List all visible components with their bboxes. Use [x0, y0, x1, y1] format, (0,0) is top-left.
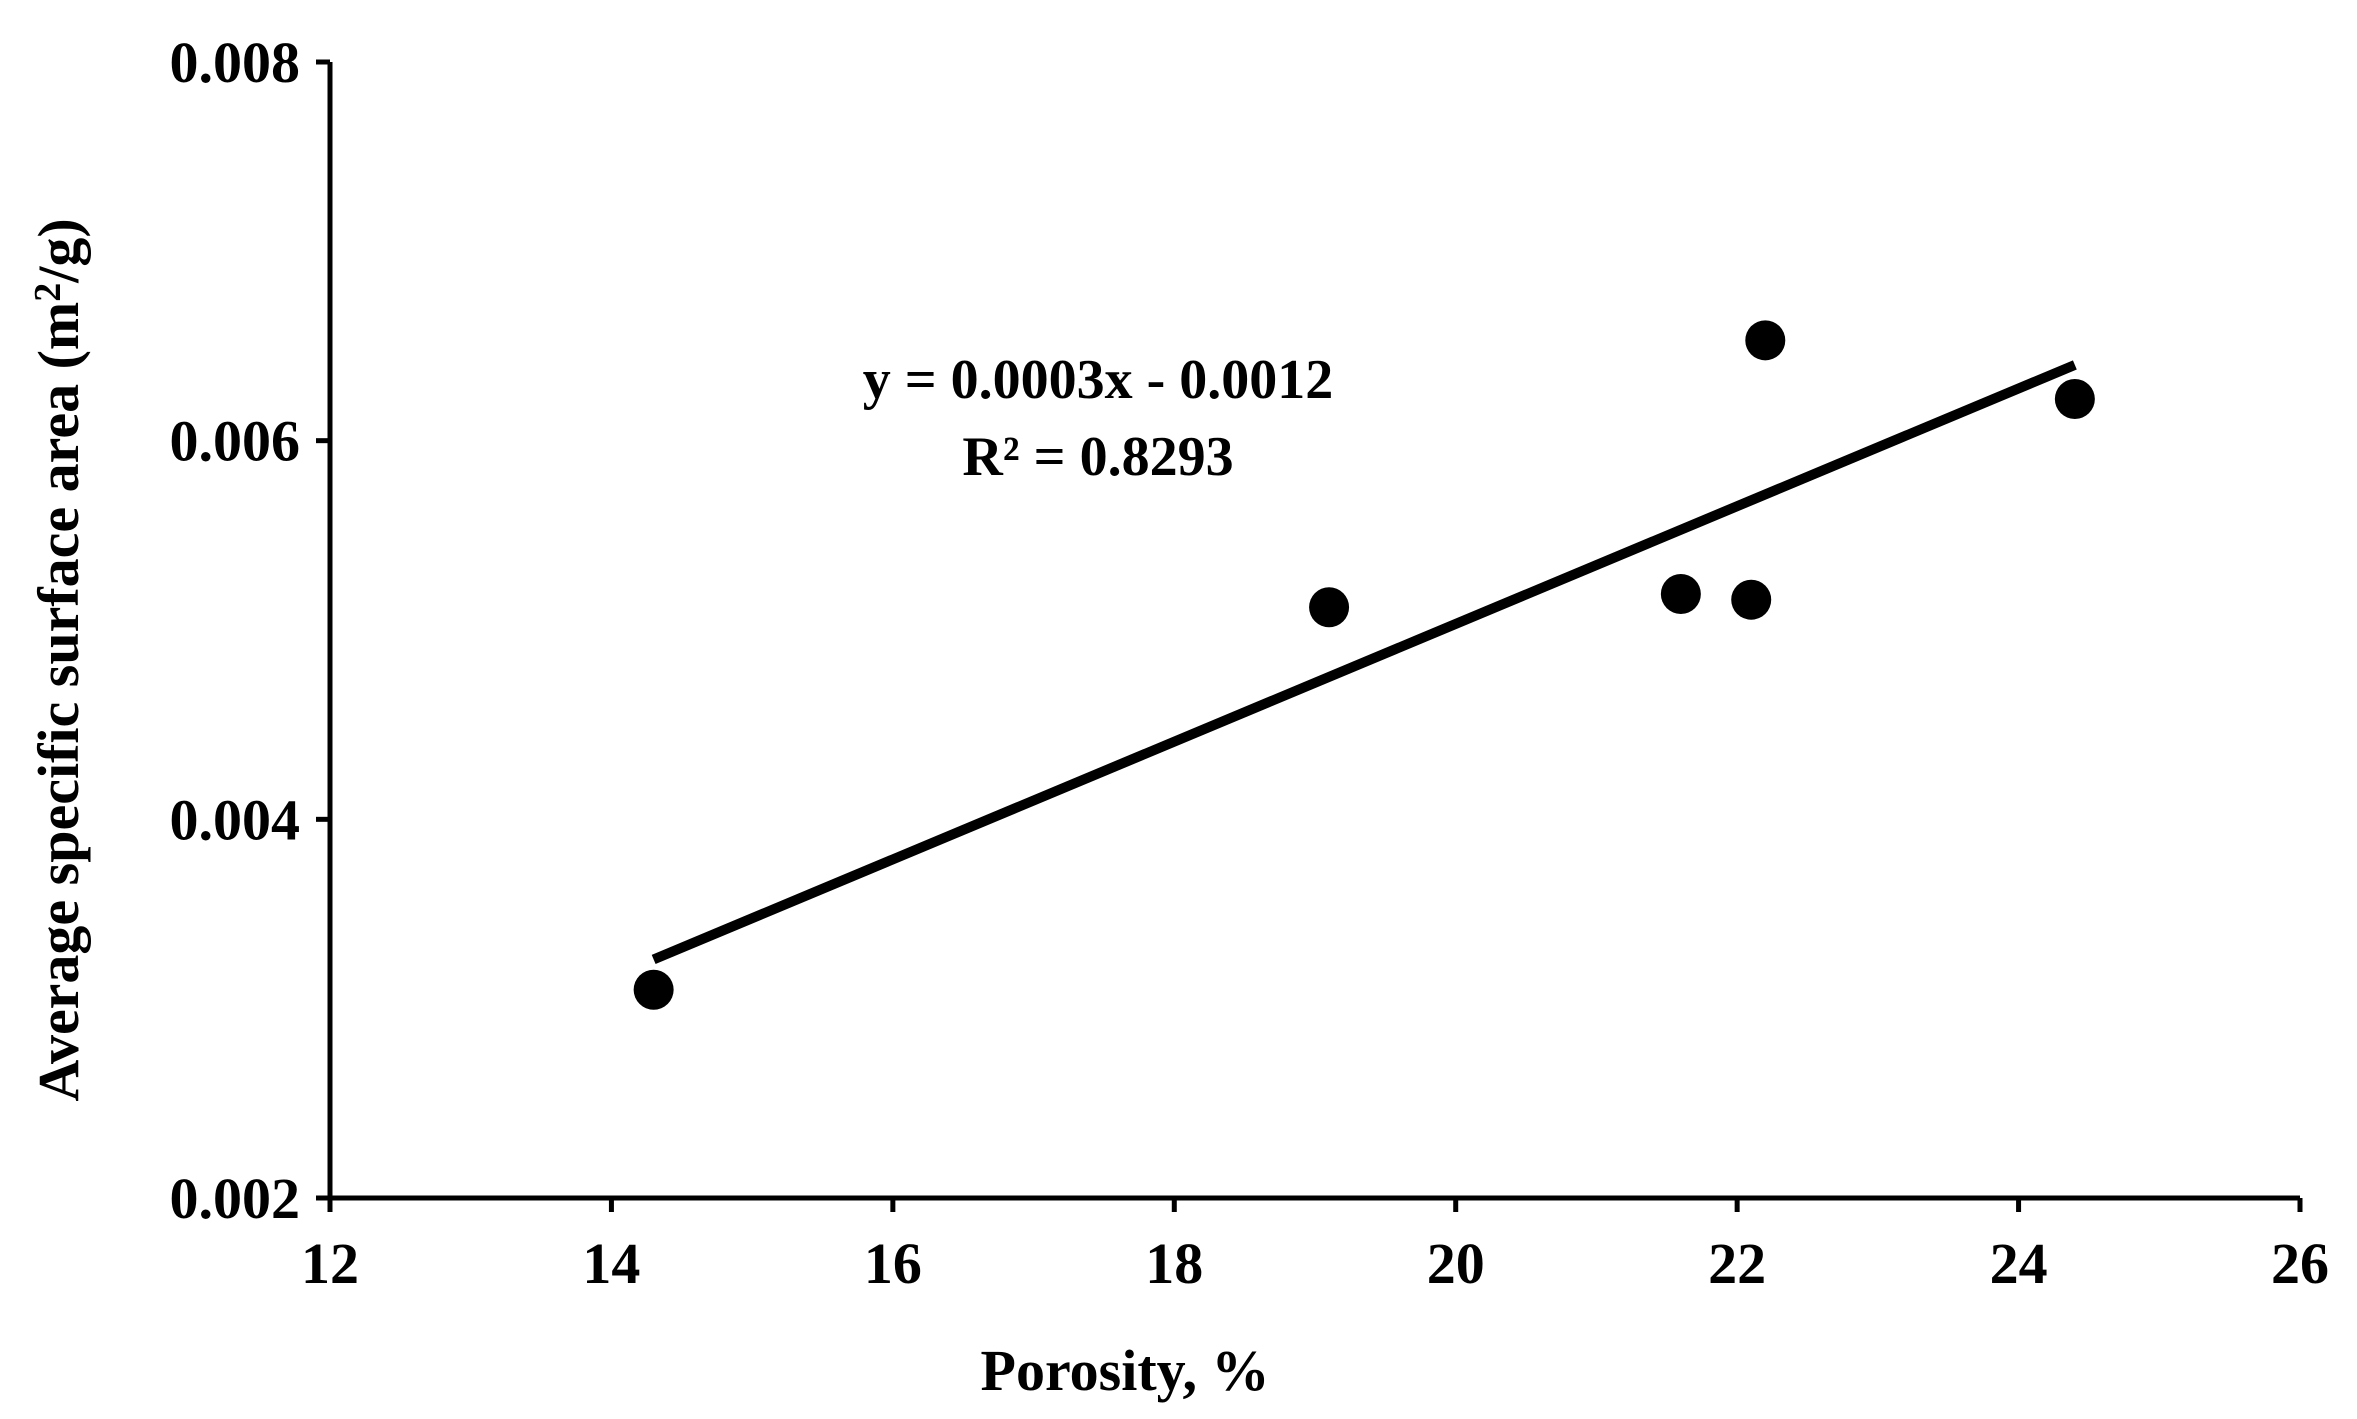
y-axis-title-end: /g)	[26, 218, 91, 283]
y-axis-ticks: 0.002 0.004 0.006 0.008	[170, 30, 330, 1231]
x-tick-label: 20	[1427, 1231, 1485, 1296]
y-axis-title: Average specific surface area (m2/g)	[26, 218, 91, 1101]
x-tick-label: 22	[1708, 1231, 1766, 1296]
y-axis-title-main: Average specific surface area (m	[26, 302, 91, 1102]
x-tick-label: 14	[582, 1231, 640, 1296]
y-axis-title-sup: 2	[27, 283, 69, 302]
y-tick-label: 0.004	[170, 787, 301, 852]
x-tick-label: 12	[301, 1231, 359, 1296]
trendline-equation: y = 0.0003x - 0.0012	[863, 349, 1334, 411]
x-axis-ticks: 12 14 16 18 20 22 24 26	[301, 1198, 2329, 1296]
data-point	[2054, 379, 2095, 420]
data-point	[1731, 579, 1772, 620]
axes	[327, 62, 2300, 1201]
x-axis-title: Porosity, %	[981, 1338, 1270, 1403]
data-point	[1660, 574, 1701, 615]
y-tick-label: 0.002	[170, 1166, 301, 1231]
y-tick-label: 0.006	[170, 409, 301, 474]
x-tick-label: 16	[864, 1231, 922, 1296]
y-tick-label: 0.008	[170, 30, 301, 95]
data-point	[633, 969, 674, 1010]
x-tick-label: 26	[2271, 1231, 2329, 1296]
r-squared-label: R² = 0.8293	[962, 426, 1233, 488]
linear-trendline	[651, 360, 2077, 965]
data-points	[633, 320, 2095, 1010]
data-point	[1309, 587, 1350, 628]
x-tick-label: 18	[1145, 1231, 1203, 1296]
data-point	[1745, 320, 1786, 361]
x-tick-label: 24	[1990, 1231, 2048, 1296]
